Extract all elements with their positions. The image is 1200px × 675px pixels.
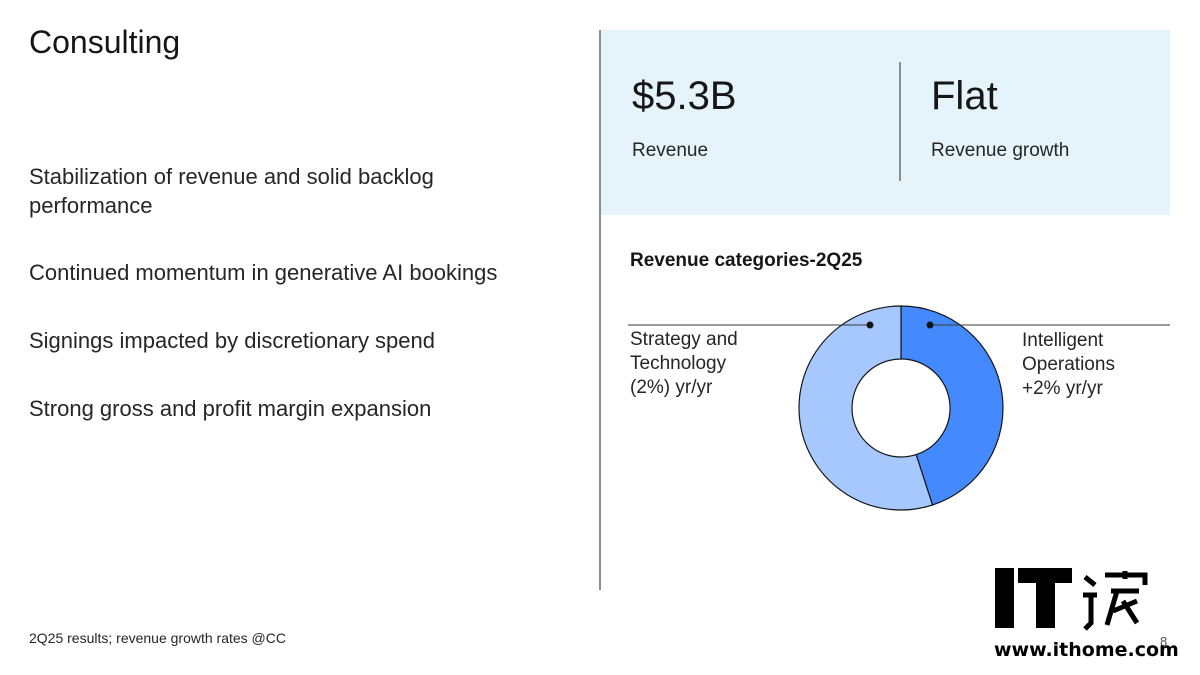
watermark-url: www.ithome.com [994,639,1179,661]
slice-label-line: Intelligent [1022,330,1104,351]
page-number: 8 [1160,634,1168,649]
slide-title: Consulting [29,24,181,60]
kpi-panel: $5.3B Revenue Flat Revenue growth [601,30,1170,215]
kpi-revenue-growth: Flat Revenue growth [931,72,1069,162]
leader-strategy-technology-dot [866,321,874,329]
kpi-value: Flat [931,74,998,118]
slice-label-line: +2% yr/yr [1022,378,1103,399]
slice-label-line: Strategy and [630,329,738,350]
vertical-divider [599,30,601,590]
kpi-revenue: $5.3B Revenue [632,72,737,162]
bullet-item: Strong gross and profit margin expansion [29,396,432,421]
slice-label-line: Technology [630,353,727,374]
donut-chart [628,305,1170,511]
slice-intelligent-operations [900,305,1004,506]
ithome-logo-icon [995,568,1148,631]
kpi-value: $5.3B [632,74,737,118]
slice-label-strategy-technology: Strategy and Technology (2%) yr/yr [630,328,738,400]
kpi-label: Revenue [632,140,709,161]
bullet-item: Continued momentum in generative AI book… [29,260,498,285]
slice-label-line: Operations [1022,354,1115,375]
slice-label-intelligent-operations: Intelligent Operations +2% yr/yr [1022,329,1115,401]
kpi-label: Revenue growth [931,140,1070,161]
chart-title: Revenue categories-2Q25 [630,250,863,271]
slice-label-line: (2%) yr/yr [630,377,713,398]
footnote: 2Q25 results; revenue growth rates @CC [29,630,286,646]
kpi-separator [899,62,901,181]
bullet-item: Signings impacted by discretionary spend [29,328,436,353]
bullet-item: Stabilization of revenue and solid backl… [29,164,434,218]
slice-strategy-technology [798,305,934,511]
leader-intelligent-operations-dot [926,321,934,329]
